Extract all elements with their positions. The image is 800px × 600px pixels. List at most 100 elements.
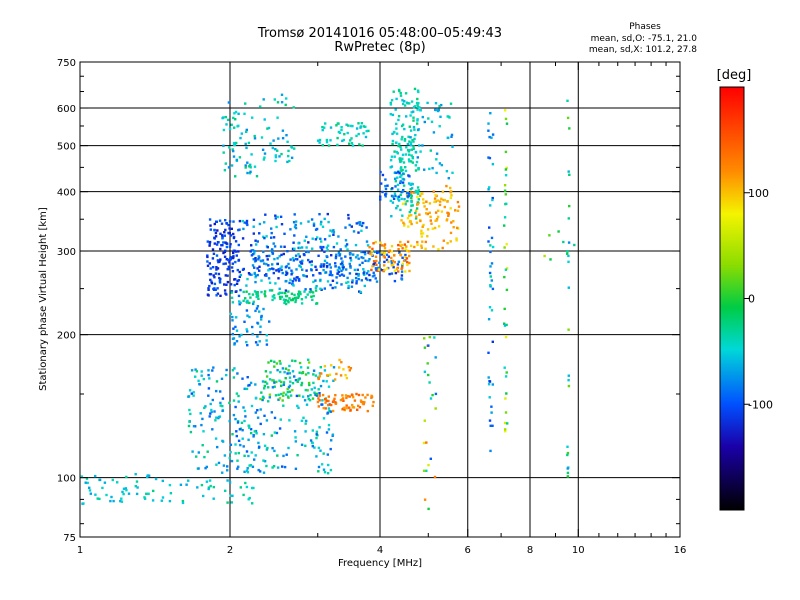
data-point [217, 415, 221, 419]
data-point [562, 240, 565, 244]
data-point [410, 194, 413, 198]
data-point [271, 295, 274, 298]
data-point [400, 148, 403, 151]
data-point [235, 430, 238, 433]
data-point [491, 196, 494, 200]
data-point [256, 294, 260, 298]
data-point [340, 398, 344, 401]
data-point [222, 464, 226, 467]
data-point [401, 256, 404, 259]
data-point [445, 184, 448, 188]
data-point [223, 283, 226, 286]
data-point [168, 499, 172, 503]
data-point [271, 267, 274, 270]
data-point [258, 269, 261, 272]
data-point [231, 262, 234, 265]
data-point [232, 141, 236, 145]
data-point [401, 153, 405, 156]
data-point [253, 250, 256, 253]
data-point [275, 380, 278, 384]
data-point [258, 265, 261, 268]
data-point [286, 140, 289, 143]
data-point [224, 219, 227, 222]
data-point [280, 392, 283, 396]
data-point [235, 290, 238, 293]
data-point [197, 467, 200, 470]
data-point [303, 290, 306, 293]
data-point [309, 393, 312, 397]
data-point [286, 372, 289, 375]
data-point [418, 106, 421, 109]
axis-ticks [79, 61, 681, 538]
data-point [248, 496, 251, 500]
data-point [415, 215, 418, 218]
data-point [332, 245, 336, 249]
data-point [135, 492, 139, 496]
data-point [263, 460, 267, 463]
colorbar-tick-label: 100 [748, 187, 769, 200]
data-point [190, 392, 193, 395]
data-point [226, 118, 230, 122]
data-point [228, 401, 231, 405]
data-point [291, 359, 294, 362]
data-point [449, 102, 453, 105]
data-point [268, 393, 272, 396]
data-point [274, 217, 277, 220]
data-point [391, 132, 394, 136]
data-point [425, 208, 428, 211]
data-point [232, 413, 236, 417]
data-point [333, 397, 336, 400]
data-point [300, 443, 304, 446]
data-point [487, 156, 490, 159]
data-point [272, 139, 275, 142]
data-point [327, 463, 330, 467]
data-point [253, 165, 257, 168]
data-point [234, 443, 237, 446]
data-point [392, 263, 395, 267]
data-point [221, 397, 225, 400]
data-point [251, 249, 255, 252]
data-point [488, 380, 492, 383]
data-point [248, 172, 252, 175]
data-point [218, 219, 222, 222]
data-point [260, 290, 263, 294]
data-point [307, 381, 311, 385]
data-point [231, 315, 234, 319]
data-point [214, 288, 217, 291]
data-point [431, 167, 434, 170]
data-point [327, 428, 331, 431]
data-point [229, 234, 233, 237]
data-point [135, 480, 139, 483]
data-point [122, 492, 125, 496]
data-point [374, 267, 378, 270]
data-point [110, 495, 113, 499]
data-point [568, 127, 571, 130]
data-point [487, 122, 490, 125]
data-point [310, 295, 313, 298]
data-point [232, 155, 236, 158]
data-point [291, 389, 294, 392]
data-point [357, 277, 360, 281]
data-point [344, 226, 347, 229]
chart-subtitle: RwPretec (8p) [334, 40, 426, 55]
data-point [567, 286, 570, 289]
data-point [401, 123, 405, 126]
data-point [490, 405, 493, 408]
data-point [253, 134, 256, 138]
data-point [341, 268, 345, 271]
data-point [406, 148, 410, 152]
data-point [284, 294, 288, 298]
data-point [396, 176, 399, 179]
data-point [390, 99, 394, 102]
data-point [228, 481, 232, 484]
data-point [437, 225, 441, 228]
data-point [307, 361, 311, 364]
data-point [288, 376, 292, 379]
data-point [319, 278, 322, 282]
data-point [366, 278, 369, 282]
data-point [252, 218, 256, 221]
data-point [391, 139, 395, 143]
data-point [309, 439, 313, 442]
data-point [340, 269, 343, 273]
data-point [296, 296, 300, 299]
